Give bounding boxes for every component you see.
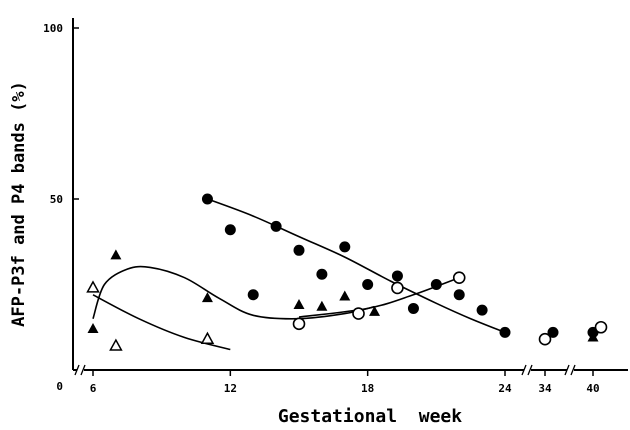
filled-circle-point	[339, 241, 351, 253]
filled-circle-point	[391, 270, 403, 282]
fit-curve-filled-triangle	[92, 265, 375, 320]
filled-triangle-point	[369, 305, 381, 316]
fit-curve-open-triangle	[92, 294, 231, 351]
filled-triangle-point	[293, 299, 305, 310]
axis-break-gap	[567, 364, 574, 376]
filled-triangle-point	[87, 322, 99, 333]
filled-circle-point	[430, 279, 442, 290]
open-circle-point	[538, 332, 552, 346]
filled-circle-point	[547, 326, 559, 338]
tick-labels: 0 50 100 6 12 18 24 34 40	[43, 22, 600, 395]
open-triangle-point	[109, 338, 123, 351]
data-points	[86, 193, 608, 351]
axis-break-gap	[77, 364, 84, 376]
filled-triangle-point	[201, 292, 213, 303]
filled-circle-point	[224, 224, 236, 236]
filled-triangle-point	[587, 331, 599, 342]
axis-break-gap	[524, 364, 531, 376]
filled-circle-point	[201, 193, 213, 205]
filled-circle-point	[453, 289, 465, 301]
filled-triangle-point	[316, 300, 328, 311]
open-circle-point	[292, 317, 306, 331]
filled-circle-point	[499, 326, 511, 338]
y-tick-label: 0	[56, 380, 63, 393]
open-triangle-point	[86, 280, 100, 293]
filled-triangle-point	[339, 290, 351, 301]
open-circle-point	[352, 307, 365, 320]
x-tick-label: 40	[586, 382, 599, 395]
filled-triangle-point	[110, 249, 122, 260]
y-tick-label: 100	[43, 22, 63, 35]
filled-circle-point	[476, 304, 488, 316]
filled-circle-point	[316, 268, 328, 280]
fit-curve-filled-circle	[207, 198, 506, 334]
y-axis-title: AFP-P3f and P4 bands (%)	[9, 81, 29, 327]
y-tick-label: 50	[50, 193, 63, 206]
x-axis-title: Gestational week	[278, 406, 462, 427]
x-tick-label: 24	[498, 382, 512, 395]
filled-circle-point	[247, 289, 259, 301]
open-circle-point	[594, 320, 608, 334]
filled-circle-point	[362, 279, 374, 290]
filled-circle-point	[270, 220, 282, 232]
filled-circle-point	[293, 244, 305, 256]
x-tick-label: 6	[90, 382, 97, 395]
x-tick-label: 18	[361, 382, 374, 395]
x-tick-label: 12	[224, 382, 237, 395]
filled-circle-point	[407, 302, 419, 314]
axis-break-mark	[564, 364, 576, 376]
open-circle-point	[452, 271, 466, 284]
axes	[72, 18, 628, 376]
open-triangle-point	[200, 331, 215, 344]
axis-break-mark	[521, 364, 533, 376]
x-tick-label: 34	[538, 382, 552, 395]
open-circle-point	[391, 281, 404, 295]
axis-break-mark	[74, 364, 86, 376]
